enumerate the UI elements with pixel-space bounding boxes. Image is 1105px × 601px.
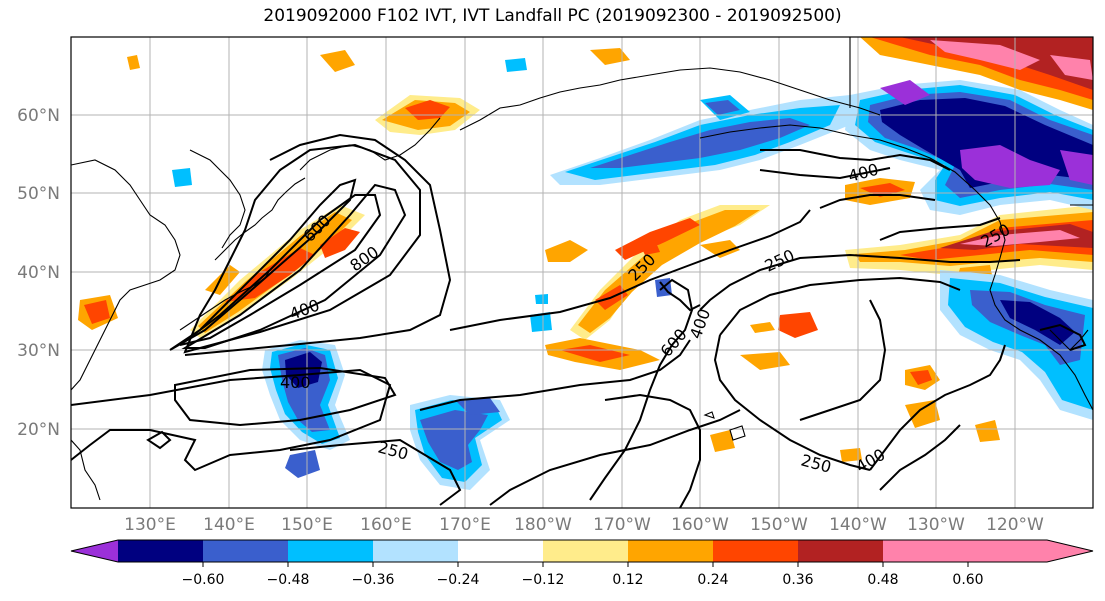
colorbar-tick-label: 0.60 [952, 572, 983, 588]
colorbar-tick-label: 0.24 [697, 572, 728, 588]
colorbar: −0.60 −0.48 −0.36 −0.24 −0.12 0.12 0.24 … [70, 539, 1094, 588]
lon-label: 130°E [124, 515, 176, 535]
colorbar-tick-label: −0.36 [352, 572, 395, 588]
graticule [71, 37, 1093, 508]
lon-label: 120°W [986, 515, 1044, 535]
colorbar-segment [288, 540, 373, 562]
colorbar-extend-high [883, 540, 1093, 562]
lon-label: 170°E [439, 515, 491, 535]
colorbar-segment [458, 540, 543, 562]
colorbar-segment [373, 540, 458, 562]
lat-label: 50°N [17, 184, 60, 204]
lon-label: 150°W [750, 515, 808, 535]
colorbar-tick-label: 0.48 [867, 572, 898, 588]
lat-label: 40°N [17, 263, 60, 283]
colorbar-tick-label: −0.60 [182, 572, 225, 588]
lon-label: 170°W [593, 515, 651, 535]
longitude-axis: 130°E 140°E 150°E 160°E 170°E 180°W 170°… [124, 515, 1044, 535]
latitude-axis: 60°N 50°N 40°N 30°N 20°N [17, 106, 60, 440]
colorbar-tick-label: 0.12 [612, 572, 643, 588]
map-title: 2019092000 F102 IVT, IVT Landfall PC (20… [263, 6, 842, 26]
lon-label: 140°E [203, 515, 255, 535]
colorbar-ticks [202, 562, 969, 567]
lon-label: 180°W [514, 515, 572, 535]
lon-label: 160°E [360, 515, 412, 535]
lat-label: 20°N [17, 420, 60, 440]
colorbar-segment [628, 540, 713, 562]
ivt-contours [71, 133, 1087, 508]
lon-label: 130°W [907, 515, 965, 535]
lon-label: 140°W [829, 515, 887, 535]
lat-label: 60°N [17, 106, 60, 126]
negative-pc-regions [172, 58, 1093, 490]
colorbar-extend-low [71, 540, 118, 562]
colorbar-segment [798, 540, 883, 562]
colorbar-segment [203, 540, 288, 562]
map-border [70, 36, 1094, 509]
colorbar-tick-label: 0.36 [782, 572, 813, 588]
colorbar-tick-label: −0.48 [267, 572, 310, 588]
colorbar-outline [70, 539, 1094, 563]
colorbar-tick-label: −0.12 [522, 572, 565, 588]
contour-label: 400 [280, 373, 311, 392]
colorbar-segment [713, 540, 798, 562]
colorbar-segment [118, 540, 203, 562]
lon-label: 160°W [671, 515, 729, 535]
lat-label: 30°N [17, 341, 60, 361]
colorbar-tick-label: −0.24 [437, 572, 480, 588]
lon-label: 150°E [281, 515, 333, 535]
colorbar-segment [543, 540, 628, 562]
map-field: 600 800 400 400 250 600 400 250 400 250 … [71, 37, 1093, 508]
